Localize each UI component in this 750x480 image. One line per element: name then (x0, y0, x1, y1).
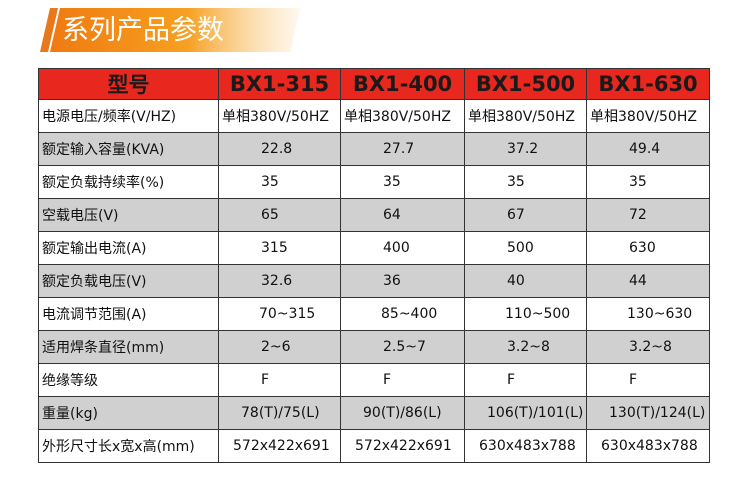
table-row: 电流调节范围(A) 70~315 85~400 110~500 130~630 (38, 297, 710, 331)
table-row: 额定负载持续率(%) 35 35 35 35 (38, 165, 710, 199)
table-row: 空载电压(V) 65 64 67 72 (38, 198, 710, 232)
table-row: 重量(kg) 78(T)/75(L) 90(T)/86(L) 106(T)/101(L… (38, 396, 710, 430)
cell: 630x483x788 (586, 429, 710, 463)
cell: 130~630 (586, 297, 710, 331)
table-row: 适用焊条直径(mm) 2~6 2.5~7 3.2~8 3.2~8 (38, 330, 710, 364)
cell: 40 (464, 264, 587, 298)
row-label: 适用焊条直径(mm) (38, 330, 219, 364)
header-row: 型号 BX1-315 BX1-400 BX1-500 BX1-630 (38, 68, 710, 100)
cell: F (340, 363, 465, 397)
stripe (40, 8, 58, 52)
banner: 系列产品参数 (40, 8, 300, 52)
cell: 572x422x691 (340, 429, 465, 463)
cell: 630x483x788 (464, 429, 587, 463)
cell: 572x422x691 (218, 429, 341, 463)
cell: F (464, 363, 587, 397)
cell: 400 (340, 231, 465, 265)
cell: 36 (340, 264, 465, 298)
row-label: 电流调节范围(A) (38, 297, 219, 331)
row-label: 额定输入容量(KVA) (38, 132, 219, 166)
cell: 35 (586, 165, 710, 199)
table-row: 额定输入容量(KVA) 22.8 27.7 37.2 49.4 (38, 132, 710, 166)
row-label: 电源电压/频率(V/HZ) (38, 99, 219, 133)
row-label: 额定输出电流(A) (38, 231, 219, 265)
row-label: 额定负载电压(V) (38, 264, 219, 298)
cell: 70~315 (218, 297, 341, 331)
column-header: BX1-400 (340, 68, 465, 100)
cell: 78(T)/75(L) (218, 396, 341, 430)
banner-title: 系列产品参数 (62, 15, 224, 46)
cell: 106(T)/101(L) (464, 396, 587, 430)
cell: 3.2~8 (586, 330, 710, 364)
cell: 85~400 (340, 297, 465, 331)
cell: 90(T)/86(L) (340, 396, 465, 430)
cell: 35 (340, 165, 465, 199)
row-label: 重量(kg) (38, 396, 219, 430)
cell: 单相380V/50HZ (464, 99, 587, 133)
cell: 2~6 (218, 330, 341, 364)
row-label: 外形尺寸长x宽x高(mm) (38, 429, 219, 463)
cell: 64 (340, 198, 465, 232)
cell: 110~500 (464, 297, 587, 331)
cell: F (586, 363, 710, 397)
table-row: 电源电压/频率(V/HZ) 单相380V/50HZ 单相380V/50HZ 单相380… (38, 99, 710, 133)
column-header: BX1-315 (218, 68, 341, 100)
banner-bg (50, 8, 300, 52)
cell: 35 (218, 165, 341, 199)
cell: 单相380V/50HZ (586, 99, 710, 133)
cell: 49.4 (586, 132, 710, 166)
cell: 32.6 (218, 264, 341, 298)
cell: 65 (218, 198, 341, 232)
column-header: BX1-500 (464, 68, 587, 100)
cell: 3.2~8 (464, 330, 587, 364)
cell: F (218, 363, 341, 397)
cell: 44 (586, 264, 710, 298)
table-row: 外形尺寸长x宽x高(mm) 572x422x691 572x422x691 630x4… (38, 429, 710, 463)
row-label: 空载电压(V) (38, 198, 219, 232)
cell: 37.2 (464, 132, 587, 166)
cell: 35 (464, 165, 587, 199)
table-row: 绝缘等级 F F F F (38, 363, 710, 397)
cell: 22.8 (218, 132, 341, 166)
cell: 67 (464, 198, 587, 232)
cell: 315 (218, 231, 341, 265)
row-label: 额定负载持续率(%) (38, 165, 219, 199)
cell: 500 (464, 231, 587, 265)
cell: 单相380V/50HZ (218, 99, 341, 133)
table-row: 额定输出电流(A) 315 400 500 630 (38, 231, 710, 265)
column-header: 型号 (38, 68, 219, 100)
cell: 72 (586, 198, 710, 232)
cell: 130(T)/124(L) (586, 396, 710, 430)
cell: 2.5~7 (340, 330, 465, 364)
row-label: 绝缘等级 (38, 363, 219, 397)
cell: 27.7 (340, 132, 465, 166)
cell: 630 (586, 231, 710, 265)
table-row: 额定负载电压(V) 32.6 36 40 44 (38, 264, 710, 298)
cell: 单相380V/50HZ (340, 99, 465, 133)
spec-table: 型号 BX1-315 BX1-400 BX1-500 BX1-630 电源电压/频率(V… (38, 68, 710, 463)
column-header: BX1-630 (586, 68, 710, 100)
